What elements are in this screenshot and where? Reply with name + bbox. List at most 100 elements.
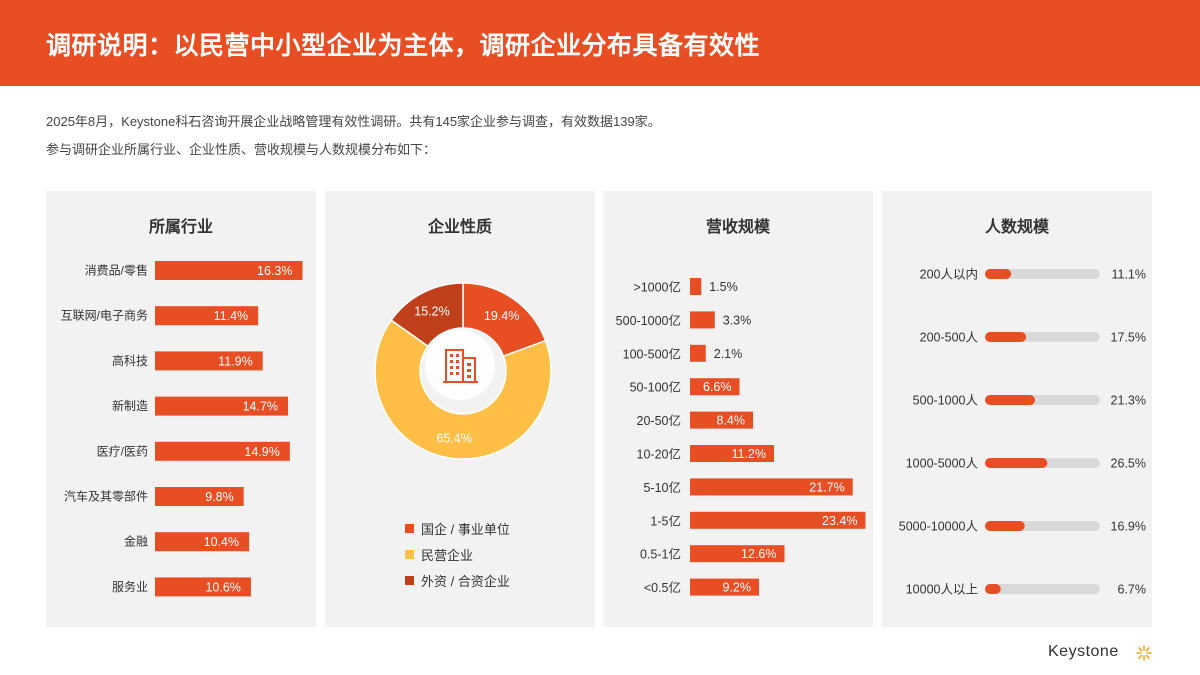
industry-category-label-item-2: 互联网/电子商务 <box>61 308 148 323</box>
headcount-progress-chart: 200人以内 11.1% 200-500人 17.5% 500-1000人 21.3% 10… <box>899 268 1147 597</box>
revenue-category-label-item-2: 500-1000亿 <box>616 313 681 328</box>
revenue-value-label-item-10: 9.2% <box>723 581 752 595</box>
industry-chart-title: 所属行业 <box>148 219 213 236</box>
revenue-category-label-item-10: <0.5亿 <box>644 580 681 595</box>
legend-item-private: 民营企业 <box>405 541 510 567</box>
industry-category-label-item-8: 服务业 <box>112 579 148 594</box>
industry-value-label-item-7: 10.4% <box>204 535 239 549</box>
nature-chart-title: 企业性质 <box>427 219 492 236</box>
revenue-category-label-item-8: 1-5亿 <box>650 513 681 528</box>
industry-value-label-item-3: 11.9% <box>218 354 253 368</box>
headcount-track-item-1 <box>985 269 1100 279</box>
revenue-chart-title: 营收规模 <box>705 219 770 236</box>
headcount-bar-item-2 <box>985 332 1027 342</box>
revenue-value-label-item-3: 2.1% <box>714 347 743 361</box>
industry-category-label-item-6: 汽车及其零部件 <box>64 489 148 504</box>
revenue-bar-item-2 <box>690 311 715 329</box>
nature-value-label-item-3: 15.2% <box>414 305 449 319</box>
headcount-category-label-item-4: 1000-5000人 <box>906 457 979 471</box>
revenue-bar-item-7 <box>690 478 853 496</box>
revenue-bar-chart: >1000亿 1.5% 500-1000亿 3.3% 100-500亿 2.1% 50-10… <box>616 278 866 596</box>
headcount-chart-title: 人数规模 <box>984 219 1049 236</box>
page-header: 调研说明：以民营中小型企业为主体，调研企业分布具备有效性 <box>0 0 1200 86</box>
nature-value-label-item-1: 19.4% <box>484 309 519 323</box>
legend-label-foreign: 外资 / 合资企业 <box>421 573 510 589</box>
revenue-category-label-item-4: 50-100亿 <box>630 380 681 395</box>
legend-swatch-state-owned <box>405 523 414 533</box>
nature-value-label-item-2: 65.4% <box>436 431 471 445</box>
industry-value-label-item-1: 16.3% <box>257 264 292 278</box>
revenue-panel: 营收规模 >1000亿 1.5% 500-1000亿 3.3% 100-500亿 2.1%… <box>603 191 873 627</box>
revenue-bar-item-5 <box>690 411 753 429</box>
legend-item-state-owned: 国企 / 事业单位 <box>405 515 510 541</box>
legend-item-foreign: 外资 / 合资企业 <box>405 567 510 593</box>
headcount-value-label-item-6: 6.7% <box>1118 583 1147 597</box>
revenue-value-label-item-2: 3.3% <box>723 313 752 327</box>
industry-value-label-item-2: 11.4% <box>214 309 249 323</box>
revenue-bar-item-4 <box>690 378 740 396</box>
revenue-value-label-item-1: 1.5% <box>709 280 738 294</box>
nature-slice-item-2 <box>374 319 552 460</box>
headcount-value-label-item-1: 11.1% <box>1111 268 1146 282</box>
headcount-value-label-item-4: 26.5% <box>1111 457 1146 471</box>
revenue-bar-item-10 <box>690 578 759 596</box>
revenue-value-label-item-9: 12.6% <box>741 547 776 561</box>
revenue-value-label-item-8: 23.4% <box>822 514 857 528</box>
industry-bar-item-7 <box>155 532 250 552</box>
industry-bar-item-4 <box>155 396 289 416</box>
headcount-category-label-item-6: 10000人以上 <box>906 583 978 597</box>
headcount-panel: 人数规模 200人以内 11.1% 200-500人 17.5% 500-1000人 21… <box>882 191 1152 627</box>
revenue-value-label-item-5: 8.4% <box>717 414 746 428</box>
industry-bar-item-1 <box>155 261 303 280</box>
industry-panel: 所属行业 消费品/零售 16.3% 互联网/电子商务 11.4% 高科技 11.9% 新制造… <box>46 191 316 627</box>
revenue-bar-item-3 <box>690 344 706 362</box>
revenue-bar-item-1 <box>690 278 702 295</box>
headcount-bar-item-4 <box>985 458 1048 468</box>
revenue-value-label-item-4: 6.6% <box>703 380 732 394</box>
revenue-category-label-item-7: 5-10亿 <box>643 480 681 495</box>
industry-bar-item-8 <box>155 577 251 597</box>
legend-label-private: 民营企业 <box>421 547 474 563</box>
headcount-value-label-item-5: 16.9% <box>1111 520 1146 534</box>
industry-category-label-item-3: 高科技 <box>112 353 148 368</box>
industry-category-label-item-4: 新制造 <box>112 398 148 413</box>
revenue-value-label-item-6: 11.2% <box>731 447 766 461</box>
revenue-bar-item-9 <box>690 545 785 563</box>
industry-category-label-item-7: 金融 <box>124 534 148 549</box>
headcount-value-label-item-3: 21.3% <box>1111 394 1146 408</box>
industry-value-label-item-8: 10.6% <box>205 580 240 594</box>
industry-category-label-item-5: 医疗/医药 <box>97 444 148 458</box>
industry-bar-item-3 <box>155 351 263 371</box>
page-title: 调研说明：以民营中小型企业为主体，调研企业分布具备有效性 <box>46 32 761 60</box>
industry-bar-item-6 <box>155 487 244 506</box>
revenue-category-label-item-6: 10-20亿 <box>637 447 681 462</box>
headcount-category-label-item-5: 5000-10000人 <box>899 520 979 534</box>
nature-slice-item-3 <box>390 282 464 348</box>
revenue-bar-item-8 <box>690 511 866 529</box>
legend-swatch-private <box>405 549 414 559</box>
headcount-category-label-item-2: 200-500人 <box>920 331 979 345</box>
revenue-category-label-item-1: >1000亿 <box>633 280 681 295</box>
revenue-value-label-item-7: 21.7% <box>809 480 844 494</box>
headcount-bar-item-3 <box>985 395 1036 405</box>
intro-line-2: 参与调研企业所属行业、企业性质、营收规模与人数规模分布如下： <box>46 142 437 157</box>
headcount-bar-item-6 <box>985 584 1001 594</box>
keystone-logo-text: Keystone <box>1048 643 1119 660</box>
headcount-track-item-6 <box>985 584 1100 594</box>
building-icon <box>425 330 495 400</box>
headcount-category-label-item-3: 500-1000人 <box>913 394 979 408</box>
industry-bar-chart: 消费品/零售 16.3% 互联网/电子商务 11.4% 高科技 11.9% 新制造 14.7%… <box>61 261 303 597</box>
industry-category-label-item-1: 消费品/零售 <box>85 263 148 278</box>
industry-bar-item-2 <box>155 306 259 326</box>
legend-swatch-foreign <box>405 575 414 585</box>
legend-label-state-owned: 国企 / 事业单位 <box>421 521 510 537</box>
nature-legend: 国企 / 事业单位 民营企业 外资 / 合资企业 <box>405 515 510 593</box>
intro-line-1: 2025年8月，Keystone科石咨询开展企业战略管理有效性调研。共有145家… <box>46 114 661 129</box>
industry-bar-item-5 <box>155 441 290 461</box>
nature-panel: 企业性质 19.4% 65.4% 15.2% 国企 / 事业单位 民营企业 外资 /… <box>325 191 595 627</box>
nature-donut-chart: 19.4% 65.4% 15.2% <box>374 282 552 460</box>
headcount-bar-item-1 <box>985 269 1012 279</box>
industry-value-label-item-6: 9.8% <box>205 490 234 504</box>
headcount-value-label-item-2: 17.5% <box>1111 331 1146 345</box>
sun-star-icon <box>1136 645 1152 661</box>
